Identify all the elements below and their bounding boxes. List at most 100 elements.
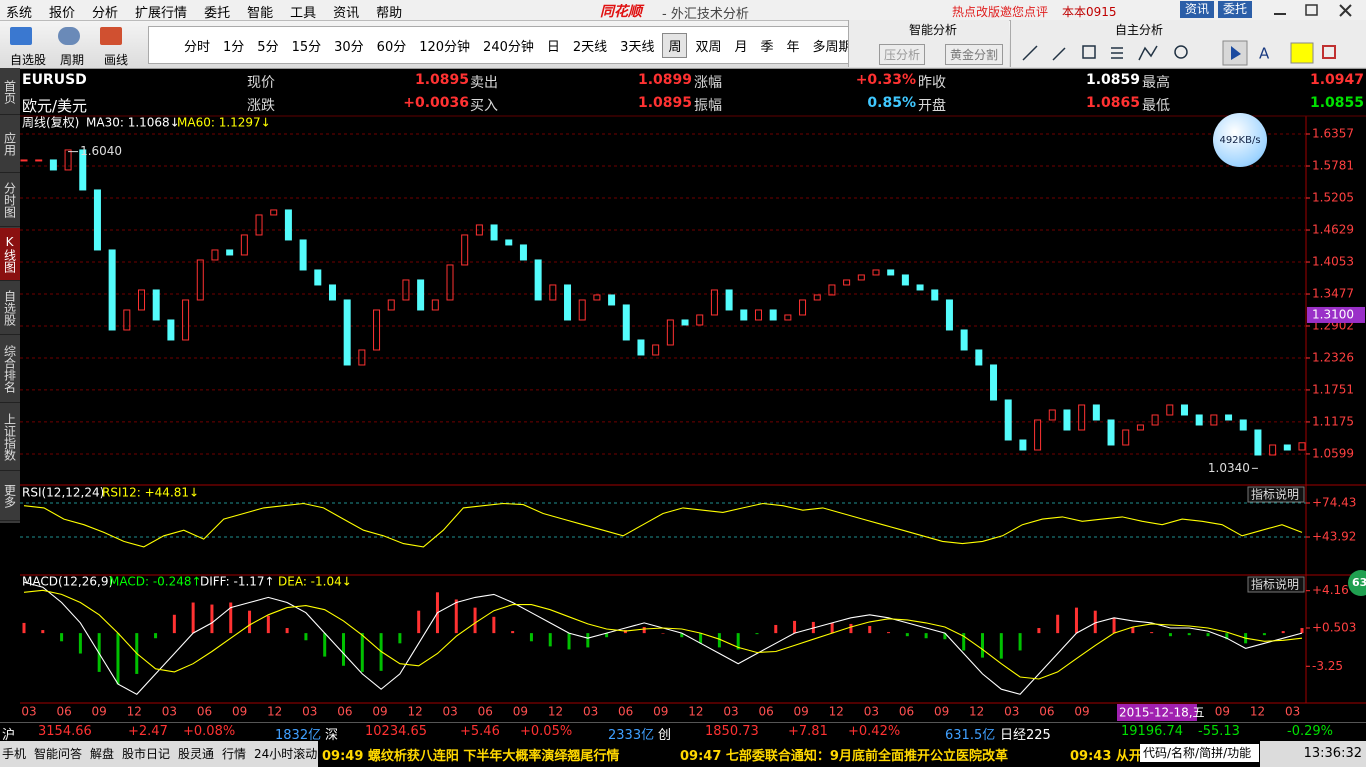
help-button — [1247, 576, 1305, 593]
period-tab[interactable]: 周 — [662, 32, 688, 58]
candle — [725, 289, 733, 311]
status-button[interactable]: 智能问答 — [34, 747, 83, 761]
period-tab[interactable]: 分时 — [184, 39, 211, 55]
top-link[interactable]: 热点改版邀您点评 — [952, 5, 1049, 19]
status-button[interactable]: 24小时滚动 — [254, 747, 318, 761]
help-label[interactable]: 指标说明 — [1251, 577, 1299, 592]
macd-bar — [548, 633, 552, 647]
x-tick-label: 06 — [618, 705, 633, 719]
candle — [358, 349, 366, 366]
period-tab[interactable]: 季 — [760, 39, 774, 55]
menu-item[interactable]: 工具 — [290, 6, 317, 21]
x-tick-label: 12 — [829, 705, 844, 719]
candle — [1239, 419, 1247, 431]
macd-bar — [1168, 633, 1172, 637]
period-tab[interactable]: 120分钟 — [419, 39, 471, 55]
ticker-item: 2333亿 — [608, 728, 655, 743]
top-link[interactable]: 本本0915 — [1062, 5, 1117, 19]
search-box[interactable]: 代码/名称/简拼/功能 — [1140, 744, 1259, 762]
ticker-item: +0.05% — [520, 724, 573, 739]
toolbar-icons[interactable] — [8, 25, 138, 47]
x-tick-label: 03 — [864, 705, 879, 719]
panel-button[interactable]: 黄金分割 — [945, 44, 1004, 65]
quote-label: 开盘 — [918, 98, 946, 114]
status-button[interactable]: 解盘 — [90, 747, 115, 761]
top-button[interactable]: 资讯 — [1180, 1, 1214, 18]
menu-item[interactable]: 系统 — [6, 6, 33, 21]
macd-bar — [1187, 633, 1191, 636]
period-tab[interactable]: 240分钟 — [483, 39, 534, 55]
menu-item[interactable]: 报价 — [49, 6, 76, 21]
macd-bar — [1131, 627, 1135, 634]
sidebar-tab[interactable]: 分时图 — [0, 174, 20, 227]
period-tab[interactable]: 月 — [734, 39, 748, 55]
badge[interactable]: 63 — [1348, 570, 1366, 596]
status-button[interactable]: 股灵通 — [178, 747, 215, 761]
period-tab[interactable]: 30分 — [334, 39, 364, 55]
quote-label: 振幅 — [694, 98, 722, 114]
status-button[interactable]: 行情 — [222, 747, 247, 761]
drawing-tools[interactable]: A — [1015, 40, 1365, 66]
candle — [1269, 444, 1277, 456]
window-controls[interactable] — [1268, 2, 1364, 18]
news[interactable]: 09:43 从开 — [1070, 749, 1142, 764]
candle — [519, 244, 527, 261]
menu-item[interactable]: 扩展行情 — [135, 6, 188, 21]
candle — [182, 299, 190, 341]
toolbar-label[interactable]: 画线 — [104, 53, 129, 67]
sidebar-tab[interactable]: 上证指数 — [0, 404, 20, 471]
candle — [945, 299, 953, 331]
period-tab[interactable]: 年 — [786, 39, 800, 55]
sidebar-tab[interactable]: 综合排名 — [0, 336, 20, 403]
menu-item[interactable]: 资讯 — [333, 6, 360, 21]
quote-value: 1.0859 — [1085, 72, 1140, 88]
candle — [1254, 429, 1262, 456]
help-label[interactable]: 指标说明 — [1251, 487, 1299, 502]
x-tick-label: 09 — [794, 705, 809, 719]
menu-item[interactable]: 委托 — [204, 6, 231, 21]
period-tab[interactable]: 5分 — [257, 39, 279, 55]
status-button[interactable]: 股市日记 — [122, 747, 171, 761]
status-button[interactable]: 手机 — [2, 747, 27, 761]
y-tick-label: -3.25 — [1312, 659, 1343, 673]
sidebar-tab[interactable]: 首页 — [0, 70, 20, 115]
panel-title: 自主分析 — [1115, 23, 1164, 37]
period-tabs: 分时 1分 5分 15分 30分 60分 120分钟 240分钟日 2天线 3天线周双周月季年多周… — [148, 26, 886, 64]
candle — [1122, 429, 1130, 446]
menu-item[interactable]: 分析 — [92, 6, 119, 21]
top-button[interactable]: 委托 — [1218, 1, 1252, 18]
sidebar-tab[interactable]: K线图 — [0, 228, 20, 281]
news[interactable]: 09:49 螺纹析获八连阳 下半年大概率演绎翘尾行情 — [322, 749, 620, 764]
candle — [1180, 404, 1188, 416]
menu-item[interactable]: 智能 — [247, 6, 274, 21]
period-tab[interactable]: 双周 — [695, 39, 722, 55]
toolbar-label[interactable]: 周期 — [60, 53, 85, 67]
period-tab[interactable]: 2天线 — [572, 39, 608, 55]
candle — [916, 284, 924, 291]
news[interactable]: 09:47 七部委联合通知：9月底前全面推开公立医院改革 — [680, 749, 1008, 764]
quote-label: 涨跌 — [247, 98, 275, 114]
macd-bar — [1150, 632, 1154, 634]
clock: 13:36:32 — [1260, 741, 1366, 767]
candle — [402, 279, 410, 301]
period-tab[interactable]: 3天线 — [620, 39, 655, 55]
macd-bar — [492, 616, 496, 634]
cursor-date: 2015-12-18,五 — [1119, 706, 1205, 720]
candle — [754, 309, 762, 321]
candle — [872, 269, 880, 276]
quote-label: 现价 — [247, 75, 275, 91]
indicator-legend: MA30: 1.1068↓ — [86, 116, 180, 130]
period-tab[interactable]: 日 — [546, 39, 560, 55]
period-tab[interactable]: 15分 — [291, 39, 322, 55]
panel-button[interactable]: 压分析 — [879, 44, 926, 65]
y-tick-label: 1.5205 — [1312, 191, 1354, 205]
sidebar-tab[interactable]: 更多 — [0, 472, 20, 521]
sidebar-tab[interactable]: 应用 — [0, 116, 20, 173]
period-tab[interactable]: 1分 — [223, 39, 245, 55]
toolbar: 自选股 周期 画线 分时 1分 5分 15分 30分 60分 120分钟 240分钟日 2天线 3天线… — [0, 20, 1366, 69]
menu-item[interactable]: 帮助 — [376, 6, 403, 21]
toolbar-label[interactable]: 自选股 — [10, 53, 47, 67]
sidebar-tab[interactable]: 自选股 — [0, 282, 20, 335]
period-tab[interactable]: 多周期 — [812, 39, 852, 55]
period-tab[interactable]: 60分 — [376, 39, 407, 55]
